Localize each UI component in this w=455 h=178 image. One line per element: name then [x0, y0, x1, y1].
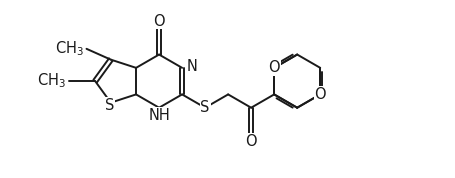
Text: S: S: [105, 98, 115, 113]
Text: O: O: [153, 14, 165, 29]
Text: S: S: [201, 100, 210, 115]
Text: O: O: [314, 87, 326, 102]
Text: O: O: [268, 60, 280, 75]
Text: CH$_3$: CH$_3$: [37, 72, 66, 90]
Text: O: O: [245, 134, 257, 149]
Text: NH: NH: [148, 108, 170, 123]
Text: CH$_3$: CH$_3$: [55, 40, 84, 58]
Text: N: N: [187, 59, 198, 74]
